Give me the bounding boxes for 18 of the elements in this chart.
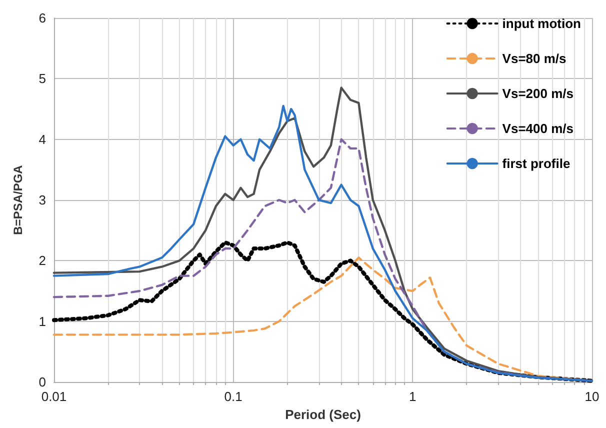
x-tick-label: 10 [584,389,600,404]
x-tick-label: 1 [409,389,416,404]
y-tick-label: 1 [38,314,46,329]
x-tick-label: 0.01 [41,389,67,404]
y-tick-label: 4 [38,132,46,147]
y-tick-label: 5 [38,71,46,86]
legend-label: Vs=400 m/s [502,121,574,136]
y-tick-label: 2 [38,253,46,268]
y-tick-label: 0 [38,374,46,390]
y-tick-label: 6 [38,10,46,26]
legend-label: Vs=200 m/s [502,86,574,101]
x-axis-title: Period (Sec) [285,407,361,422]
y-tick-label: 3 [38,192,46,208]
legend-label: input motion [502,16,582,31]
x-tick-label: 0.1 [224,389,242,404]
legend-label: Vs=80 m/s [502,51,566,66]
y-axis-title: B=PSA/PGA [11,164,25,235]
legend-label: first profile [502,156,570,171]
